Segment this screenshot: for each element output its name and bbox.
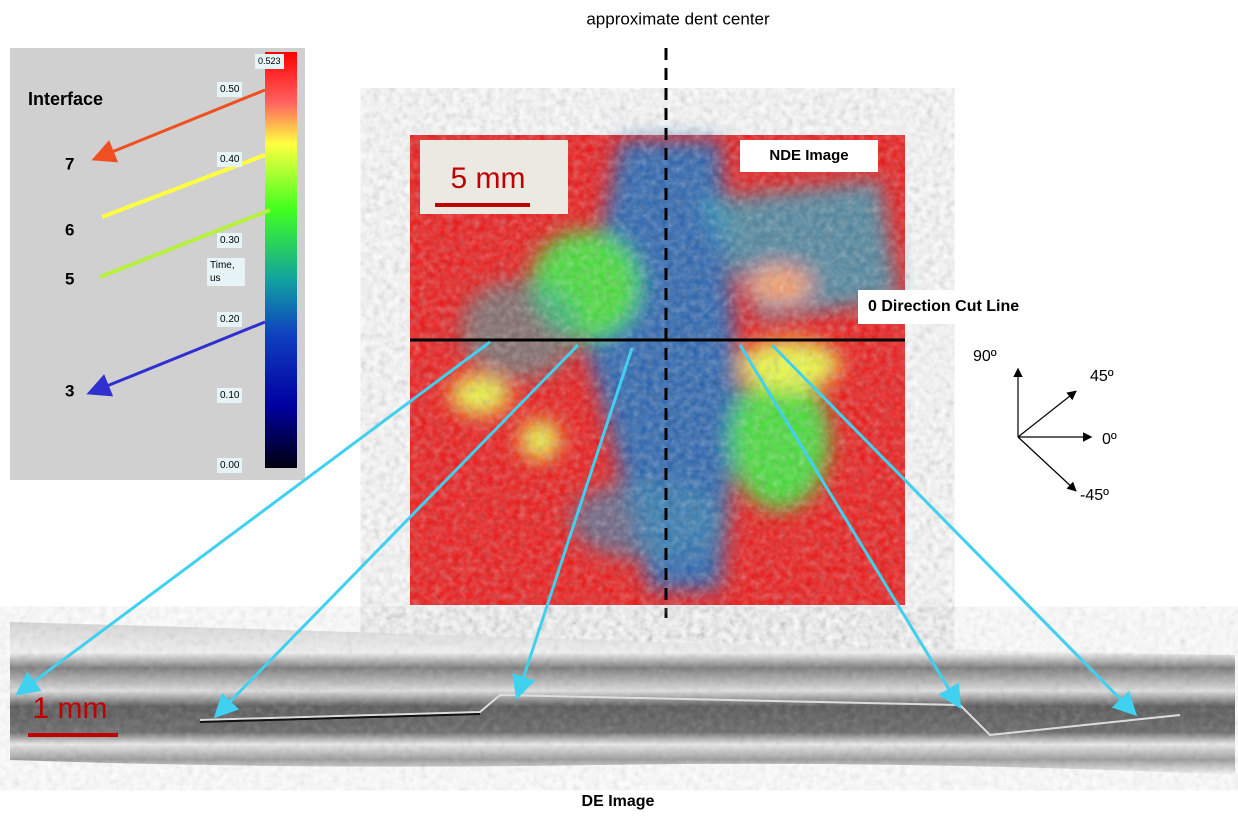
nde-label: NDE Image — [769, 147, 848, 164]
interface-arrow — [99, 208, 271, 279]
legend-title: Interface — [28, 89, 103, 109]
legend-panel — [10, 48, 305, 480]
de-image — [10, 622, 1235, 775]
scale-bar — [28, 733, 118, 737]
scale-label: 0.523 — [255, 54, 284, 69]
scale-label: 0.50 — [217, 82, 243, 97]
nde-image — [410, 135, 905, 605]
scale-bar-label: 1 mm — [33, 692, 108, 725]
scale-label: 0.30 — [217, 233, 243, 248]
scale-bar — [435, 203, 530, 207]
compass-label: 45º — [1090, 368, 1114, 385]
interface-label: 3 — [65, 381, 74, 400]
scale-label: 0.40 — [217, 152, 243, 167]
interface-label: 7 — [65, 154, 74, 173]
scale-box — [420, 140, 568, 214]
compass-label: 0º — [1102, 431, 1117, 448]
interface-label: 5 — [65, 269, 74, 288]
interface-arrow — [86, 320, 266, 397]
label-box — [740, 140, 878, 172]
connectors — [15, 340, 1138, 719]
interface-arrow — [91, 88, 266, 163]
scale-label: 0.00 — [217, 458, 243, 473]
scale-label: 0.10 — [217, 388, 243, 403]
interface-label: 6 — [65, 220, 74, 239]
scale-title: Time, us — [207, 258, 245, 286]
colorbar — [265, 52, 297, 468]
compass-label: -45º — [1080, 487, 1109, 504]
scale-label: 0.20 — [217, 312, 243, 327]
title: approximate dent center — [586, 9, 770, 28]
cut-line-label: 0 Direction Cut Line — [868, 298, 1019, 315]
de-label: DE Image — [582, 793, 655, 810]
label-box — [858, 290, 1070, 324]
compass — [1013, 367, 1093, 492]
scale-bar-label: 5 mm — [451, 162, 526, 195]
compass-label: 90º — [973, 348, 997, 365]
